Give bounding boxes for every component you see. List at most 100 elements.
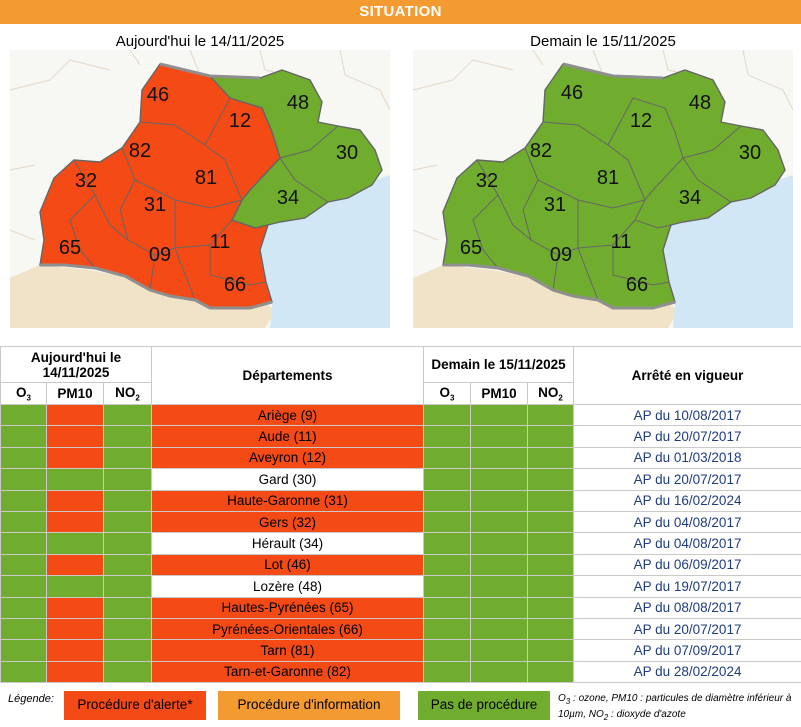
table-row: Ariège (9) AP du 10/08/2017 [0, 403, 801, 427]
no2-tomorrow-cell [527, 660, 575, 684]
pm10-today-cell [46, 446, 104, 470]
table-row: Pyrénées-Orientales (66) AP du 20/07/2017 [0, 617, 801, 641]
label-09: 09 [550, 244, 572, 266]
no2-tomorrow-cell [527, 575, 575, 598]
o3-today-cell [0, 403, 47, 427]
arrete-cell: AP du 20/07/2017 [573, 468, 801, 491]
pm10-today-cell [46, 660, 104, 684]
pm10-today-cell [46, 553, 104, 577]
note-part: : dioxyde d'azote [608, 709, 686, 720]
no2-index: 2 [135, 393, 140, 403]
pm10-tomorrow-cell [470, 446, 529, 470]
today-header: Aujourd'hui le 14/11/2025 [0, 346, 153, 383]
label-81: 81 [195, 167, 217, 189]
arrete-cell: AP du 20/07/2017 [573, 425, 801, 448]
today-map[interactable]: 46 48 12 30 82 32 81 31 34 65 09 11 66 [10, 50, 390, 328]
o3-tomorrow-cell [423, 489, 472, 512]
no2-tomorrow-cell [527, 446, 575, 470]
o3-tomorrow-cell [423, 575, 472, 598]
no2-today-cell [102, 403, 153, 427]
pm10-header-tomorrow: PM10 [470, 382, 529, 405]
pm10-tomorrow-cell [470, 596, 529, 619]
table-row: Aude (11) AP du 20/07/2017 [0, 425, 801, 448]
note-part: : ozone, PM10 : particules de diamètre i… [558, 693, 792, 720]
no2-today-cell [102, 617, 153, 641]
o3-tomorrow-cell [423, 403, 472, 427]
pm10-tomorrow-cell [470, 489, 529, 512]
pm10-today-cell [46, 532, 104, 555]
o3-header-today: O3 [0, 382, 47, 405]
arrete-cell: AP du 20/07/2017 [573, 617, 801, 641]
no2-tomorrow-cell [527, 425, 575, 448]
pm10-tomorrow-cell [470, 617, 529, 641]
tomorrow-map-title: Demain le 15/11/2025 [530, 33, 676, 50]
label-48: 48 [287, 92, 309, 114]
o3-tomorrow-cell [423, 446, 472, 470]
o3-today-cell [0, 617, 47, 641]
no2-today-cell [102, 425, 153, 448]
o3-tomorrow-cell [423, 510, 472, 534]
pm10-tomorrow-cell [470, 468, 529, 491]
pm10-today-cell [46, 468, 104, 491]
department-cell: Haute-Garonne (31) [151, 489, 425, 512]
legend-label: Légende: [8, 693, 54, 705]
table-row: Tarn-et-Garonne (82) AP du 28/02/2024 [0, 660, 801, 684]
green-departments-tomorrow[interactable] [442, 63, 786, 309]
o3-today-cell [0, 639, 47, 662]
pm10-tomorrow-cell [470, 425, 529, 448]
o3-tomorrow-cell [423, 553, 472, 577]
no2-tomorrow-cell [527, 532, 575, 555]
sea-area [255, 175, 390, 328]
department-cell: Aude (11) [151, 425, 425, 448]
tomorrow-map[interactable]: 46 48 12 30 82 32 81 31 34 65 09 11 66 [413, 50, 793, 328]
no2-tomorrow-cell [527, 468, 575, 491]
label-30: 30 [739, 142, 761, 164]
no2-tomorrow-cell [527, 489, 575, 512]
no2-today-cell [102, 596, 153, 619]
label-12: 12 [630, 110, 652, 132]
spain-area [10, 265, 275, 328]
label-48: 48 [689, 92, 711, 114]
label-66: 66 [626, 274, 648, 296]
department-cell: Hautes-Pyrénées (65) [151, 596, 425, 619]
pm10-header-today: PM10 [46, 382, 104, 405]
no2-header-today: NO2 [102, 382, 153, 405]
o3-today-cell [0, 532, 47, 555]
arrete-header: Arrêté en vigueur [573, 346, 801, 405]
legend-none: Pas de procédure [418, 691, 550, 720]
no2-today-cell [102, 575, 153, 598]
table-row: Lozère (48) AP du 19/07/2017 [0, 575, 801, 598]
o3-tomorrow-cell [423, 532, 472, 555]
department-cell: Pyrénées-Orientales (66) [151, 617, 425, 641]
label-82: 82 [530, 140, 552, 162]
arrete-cell: AP du 28/02/2024 [573, 660, 801, 684]
region-outline [443, 62, 676, 310]
table-row: Hérault (34) AP du 04/08/2017 [0, 532, 801, 555]
no2-tomorrow-cell [527, 403, 575, 427]
o3-today-cell [0, 660, 47, 684]
o3-today-cell [0, 510, 47, 534]
o3-today-cell [0, 575, 47, 598]
departments-header: Départements [151, 346, 425, 405]
legend-alert: Procédure d'alerte* [64, 691, 206, 720]
pm10-tomorrow-cell [470, 639, 529, 662]
no2-today-cell [102, 510, 153, 534]
o3-today-cell [0, 596, 47, 619]
label-46: 46 [147, 84, 169, 106]
arrete-cell: AP du 19/07/2017 [573, 575, 801, 598]
neighbour-borders [413, 50, 793, 241]
o3-tomorrow-cell [423, 617, 472, 641]
no2-today-cell [102, 660, 153, 684]
note-index: 3 [565, 697, 571, 706]
department-cell: Lozère (48) [151, 575, 425, 598]
pm10-tomorrow-cell [470, 575, 529, 598]
o3-text: O [16, 384, 27, 400]
no2-today-cell [102, 532, 153, 555]
note-index: 2 [603, 713, 609, 722]
table-row: Hautes-Pyrénées (65) AP du 08/08/2017 [0, 596, 801, 619]
o3-tomorrow-cell [423, 425, 472, 448]
label-11: 11 [210, 231, 231, 253]
neighbour-borders [10, 50, 390, 241]
o3-today-cell [0, 553, 47, 577]
no2-tomorrow-cell [527, 596, 575, 619]
